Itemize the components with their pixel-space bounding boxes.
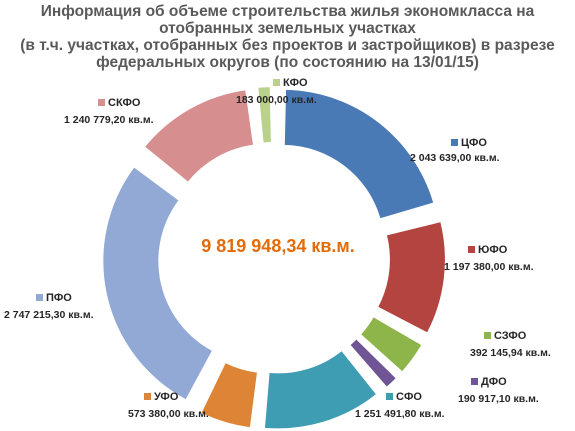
legend-marker-ЦФО <box>451 139 458 146</box>
slice-value-ПФО: 2 747 215,30 кв.м. <box>4 309 94 321</box>
slice-name-СКФО: СКФО <box>108 97 141 109</box>
legend-marker-СЗФО <box>484 332 491 339</box>
total-label: 9 819 948,34 кв.м. <box>201 236 355 256</box>
slice-name-ПФО: ПФО <box>46 292 72 304</box>
legend-marker-ПФО <box>36 294 43 301</box>
slice-СФО <box>264 351 376 429</box>
slice-value-ДФО: 190 917,10 кв.м. <box>458 393 539 405</box>
chart-title: Информация об объеме строительства жилья… <box>20 3 555 71</box>
slice-ЮФО <box>378 222 445 333</box>
legend-marker-СКФО <box>98 99 105 106</box>
slice-name-ЮФО: ЮФО <box>478 244 508 256</box>
slice-СКФО <box>145 90 253 182</box>
donut-slices <box>103 87 445 429</box>
slice-value-ЦФО: 2 043 639,00 кв.м. <box>410 152 500 164</box>
slice-value-КФО: 183 000,00 кв.м. <box>236 94 317 106</box>
slice-СЗФО <box>361 317 422 372</box>
slice-value-СФО: 1 251 491,80 кв.м. <box>355 408 445 420</box>
slice-value-СЗФО: 392 145,94 кв.м. <box>470 347 551 359</box>
slice-value-ЮФО: 1 197 380,00 кв.м. <box>444 261 534 273</box>
slice-ПФО <box>103 167 212 400</box>
slice-labels: ЦФО 2 043 639,00 кв.м. ЮФО 1 197 380,00 кв.… <box>4 77 551 420</box>
legend-marker-КФО <box>273 79 280 86</box>
slice-КФО <box>258 87 271 143</box>
legend-marker-УФО <box>144 393 151 400</box>
legend-marker-ДФО <box>471 378 478 385</box>
slice-value-СКФО: 1 240 779,20 кв.м. <box>64 114 154 126</box>
slice-name-СФО: СФО <box>396 391 422 403</box>
slice-name-УФО: УФО <box>154 391 179 403</box>
slice-name-СЗФО: СЗФО <box>494 330 527 342</box>
slice-name-ЦФО: ЦФО <box>461 137 487 149</box>
slice-УФО <box>201 363 257 428</box>
slice-name-КФО: КФО <box>283 77 308 89</box>
slice-ДФО <box>350 339 396 387</box>
slice-name-ДФО: ДФО <box>481 376 507 388</box>
slice-value-УФО: 573 380,00 кв.м. <box>128 408 209 420</box>
legend-marker-СФО <box>386 393 393 400</box>
slice-ЦФО <box>284 89 434 219</box>
legend-marker-ЮФО <box>468 246 475 253</box>
